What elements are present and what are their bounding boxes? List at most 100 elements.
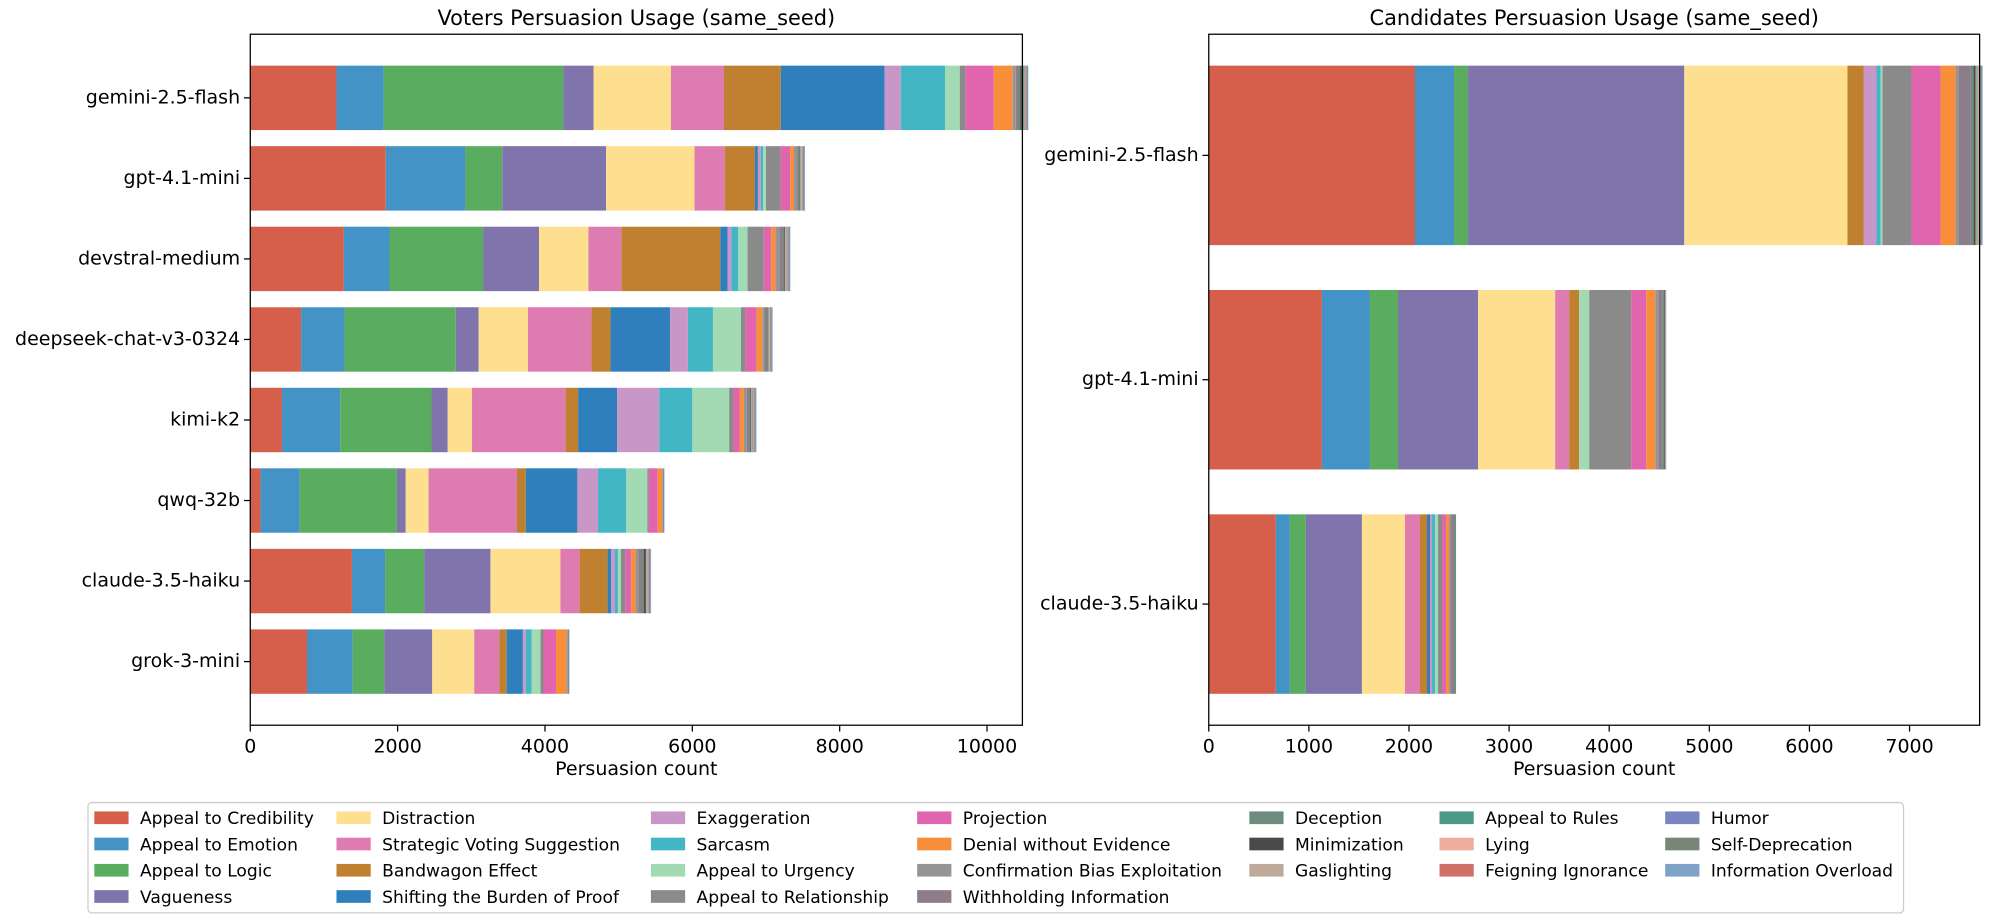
bar-segment <box>499 629 507 694</box>
bar-segment <box>1208 65 1415 246</box>
bar-segment <box>1020 65 1022 131</box>
bar-segment <box>1435 514 1439 694</box>
legend-label: Denial without Evidence <box>963 835 1171 855</box>
bar-segment <box>1940 65 1956 246</box>
bar-segment <box>771 307 772 372</box>
legend-label: Appeal to Emotion <box>140 835 298 855</box>
bar-segment <box>1981 65 1983 246</box>
legend-swatch <box>1665 837 1700 851</box>
bar-segment <box>752 387 754 453</box>
legend-label: Shifting the Burden of Proof <box>382 888 620 908</box>
bar-segment <box>965 65 994 131</box>
bar-segment <box>724 146 755 211</box>
y-tick-label: devstral-medium <box>78 247 240 269</box>
bar-segment <box>1976 65 1978 246</box>
bar-segment <box>598 468 627 533</box>
bar-segment <box>306 629 353 694</box>
bar-segment <box>465 146 503 211</box>
bar-segment <box>649 548 651 614</box>
bar-segment <box>1369 289 1398 470</box>
bar-segment <box>643 548 646 614</box>
legend-label: Confirmation Bias Exploitation <box>963 862 1222 882</box>
bar-segment <box>620 548 626 614</box>
bar-segment <box>775 226 780 292</box>
bar-segment <box>1646 289 1656 470</box>
bar-segment <box>1880 65 1883 246</box>
bar-segment <box>766 307 768 372</box>
bar-segment <box>1361 514 1405 694</box>
bar-segment <box>1404 514 1421 694</box>
bar-segment <box>762 307 765 372</box>
bar-segment <box>648 548 649 614</box>
bar-segment <box>1911 65 1941 246</box>
bar-segment <box>1665 289 1667 470</box>
bar-segment <box>566 629 568 694</box>
legend-swatch <box>917 837 952 851</box>
x-tick-label: 4000 <box>521 735 569 757</box>
bar-segment <box>351 548 386 614</box>
bar-segment <box>771 226 776 292</box>
bar-segment <box>447 387 473 453</box>
bar-segment <box>1863 65 1877 246</box>
bar-segment <box>617 548 621 614</box>
x-tick-label: 0 <box>1203 735 1215 757</box>
bar-segment <box>588 226 622 292</box>
bar-segment <box>525 468 578 533</box>
axes-frame <box>1208 33 1981 726</box>
bar-segment <box>1026 65 1027 131</box>
bar-segment <box>670 65 725 131</box>
bar-segment <box>522 629 526 694</box>
y-tick-label: grok-3-mini <box>131 650 240 672</box>
legend-box <box>87 801 1905 914</box>
bar-segment <box>578 387 618 453</box>
bar-segment <box>753 387 755 453</box>
bar-segment <box>787 226 789 292</box>
bar-segment <box>647 548 649 614</box>
bar-segment <box>729 387 734 453</box>
bar-segment <box>1454 514 1457 694</box>
axes-frame <box>249 33 1024 726</box>
bar-segment <box>1973 65 1976 246</box>
bar-segment <box>638 548 642 614</box>
x-tick-label: 7000 <box>1885 735 1933 757</box>
bar-segment <box>301 307 345 372</box>
legend-swatch <box>94 863 129 877</box>
bar-segment <box>746 387 750 453</box>
bar-segment <box>648 548 650 614</box>
bar-segment <box>299 468 397 533</box>
legend-label: Appeal to Rules <box>1485 809 1618 829</box>
bar-segment <box>884 65 901 131</box>
bar-segment <box>1468 65 1685 246</box>
bar-segment <box>780 146 791 211</box>
legend-label: Strategic Voting Suggestion <box>382 835 620 855</box>
bar-segment <box>755 387 757 453</box>
legend-label: Distraction <box>382 809 475 829</box>
bar-segment <box>384 629 433 694</box>
bar-segment <box>789 226 791 292</box>
y-tick-label: qwq-32b <box>157 489 240 511</box>
bar-segment <box>607 548 612 614</box>
x-tick-label: 5000 <box>1685 735 1733 757</box>
bar-segment <box>428 468 517 533</box>
legend-swatch <box>94 811 129 825</box>
bar-segment <box>567 629 569 694</box>
bar-segment <box>1024 65 1026 131</box>
bar-segment <box>754 387 755 453</box>
bar-segment <box>593 65 671 131</box>
chart-title: Candidates Persuasion Usage (same_seed) <box>1369 6 1818 30</box>
bar-segment <box>670 307 688 372</box>
bar-segment <box>659 387 693 453</box>
bar-segment <box>1662 289 1665 470</box>
bar-segment <box>563 65 594 131</box>
bar-segment <box>1015 65 1018 131</box>
bar-segment <box>647 468 649 533</box>
x-tick-label: 2000 <box>373 735 421 757</box>
legend-label: Deception <box>1295 809 1382 829</box>
bar-segment <box>610 307 671 372</box>
bar-segment <box>959 65 966 131</box>
bar-segment <box>743 387 747 453</box>
legend-label: Exaggeration <box>697 809 811 829</box>
bar-segment <box>754 387 756 453</box>
bar-segment <box>1427 514 1431 694</box>
bar-segment <box>641 548 644 614</box>
